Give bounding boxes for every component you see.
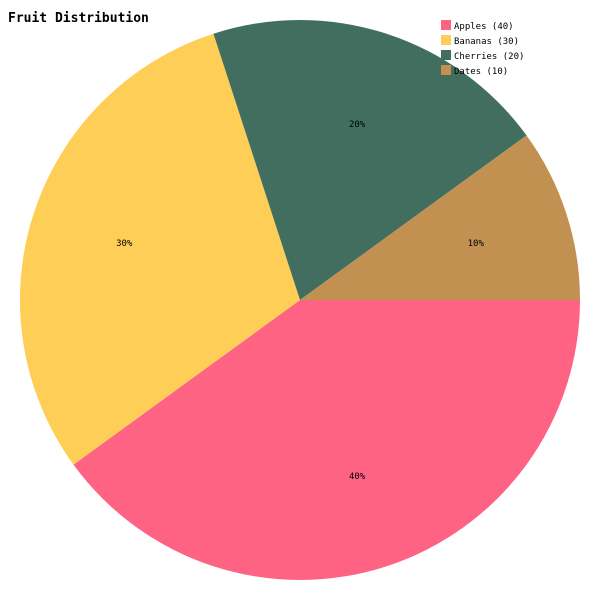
pie-slices <box>20 19 580 580</box>
legend-swatch-apples <box>441 20 451 30</box>
legend-label-dates: Dates (10) <box>454 67 508 77</box>
pie-slice-bananas <box>20 33 301 465</box>
slice-label-apples: 40% <box>349 472 366 482</box>
legend-label-bananas: Bananas (30) <box>454 37 519 47</box>
chart-title: Fruit Distribution <box>8 11 149 26</box>
legend-label-cherries: Cherries (20) <box>454 52 524 62</box>
slice-label-cherries: 20% <box>349 120 366 130</box>
slice-label-bananas: 30% <box>116 239 133 249</box>
legend-swatch-dates <box>441 65 451 75</box>
pie-slice-dates <box>300 135 580 300</box>
pie-slice-labels: 40% 30% 20% 10% <box>116 120 484 482</box>
legend: Apples (40) Bananas (30) Cherries (20) Date… <box>441 20 524 77</box>
legend-swatch-bananas <box>441 35 451 45</box>
slice-label-dates: 10% <box>468 239 485 249</box>
legend-swatch-cherries <box>441 50 451 60</box>
pie-slice-apples <box>73 300 580 580</box>
pie-slice-cherries <box>213 19 527 301</box>
legend-label-apples: Apples (40) <box>454 22 514 32</box>
